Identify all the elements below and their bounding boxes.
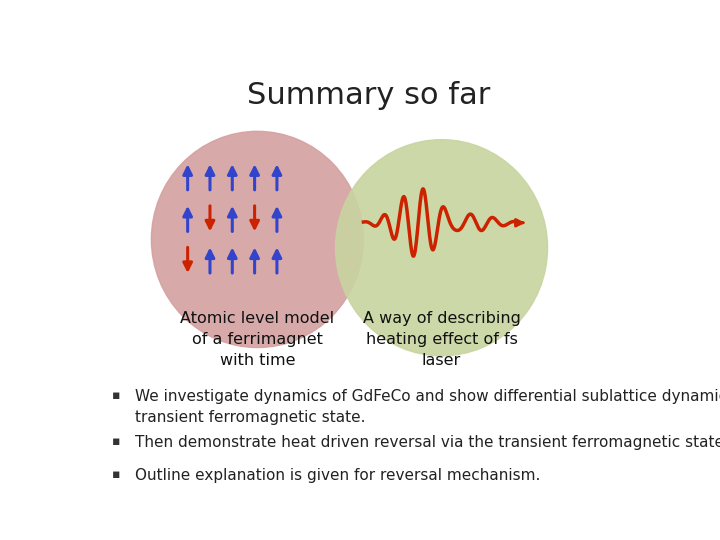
Ellipse shape bbox=[151, 131, 364, 348]
Text: Outline explanation is given for reversal mechanism.: Outline explanation is given for reversa… bbox=[135, 468, 540, 483]
Text: Atomic level model
of a ferrimagnet
with time: Atomic level model of a ferrimagnet with… bbox=[180, 310, 335, 368]
Text: ▪: ▪ bbox=[112, 468, 121, 481]
Text: Then demonstrate heat driven reversal via the transient ferromagnetic state.: Then demonstrate heat driven reversal vi… bbox=[135, 435, 720, 450]
Text: transient ferromagnetic state.: transient ferromagnetic state. bbox=[135, 410, 365, 425]
Text: ▪: ▪ bbox=[112, 435, 121, 448]
Text: Summary so far: Summary so far bbox=[247, 82, 491, 111]
Text: ▪: ▪ bbox=[112, 389, 121, 402]
Text: A way of describing
heating effect of fs
laser: A way of describing heating effect of fs… bbox=[363, 310, 521, 368]
Ellipse shape bbox=[336, 140, 548, 356]
Text: We investigate dynamics of GdFeCo and show differential sublattice dynamics and : We investigate dynamics of GdFeCo and sh… bbox=[135, 389, 720, 404]
